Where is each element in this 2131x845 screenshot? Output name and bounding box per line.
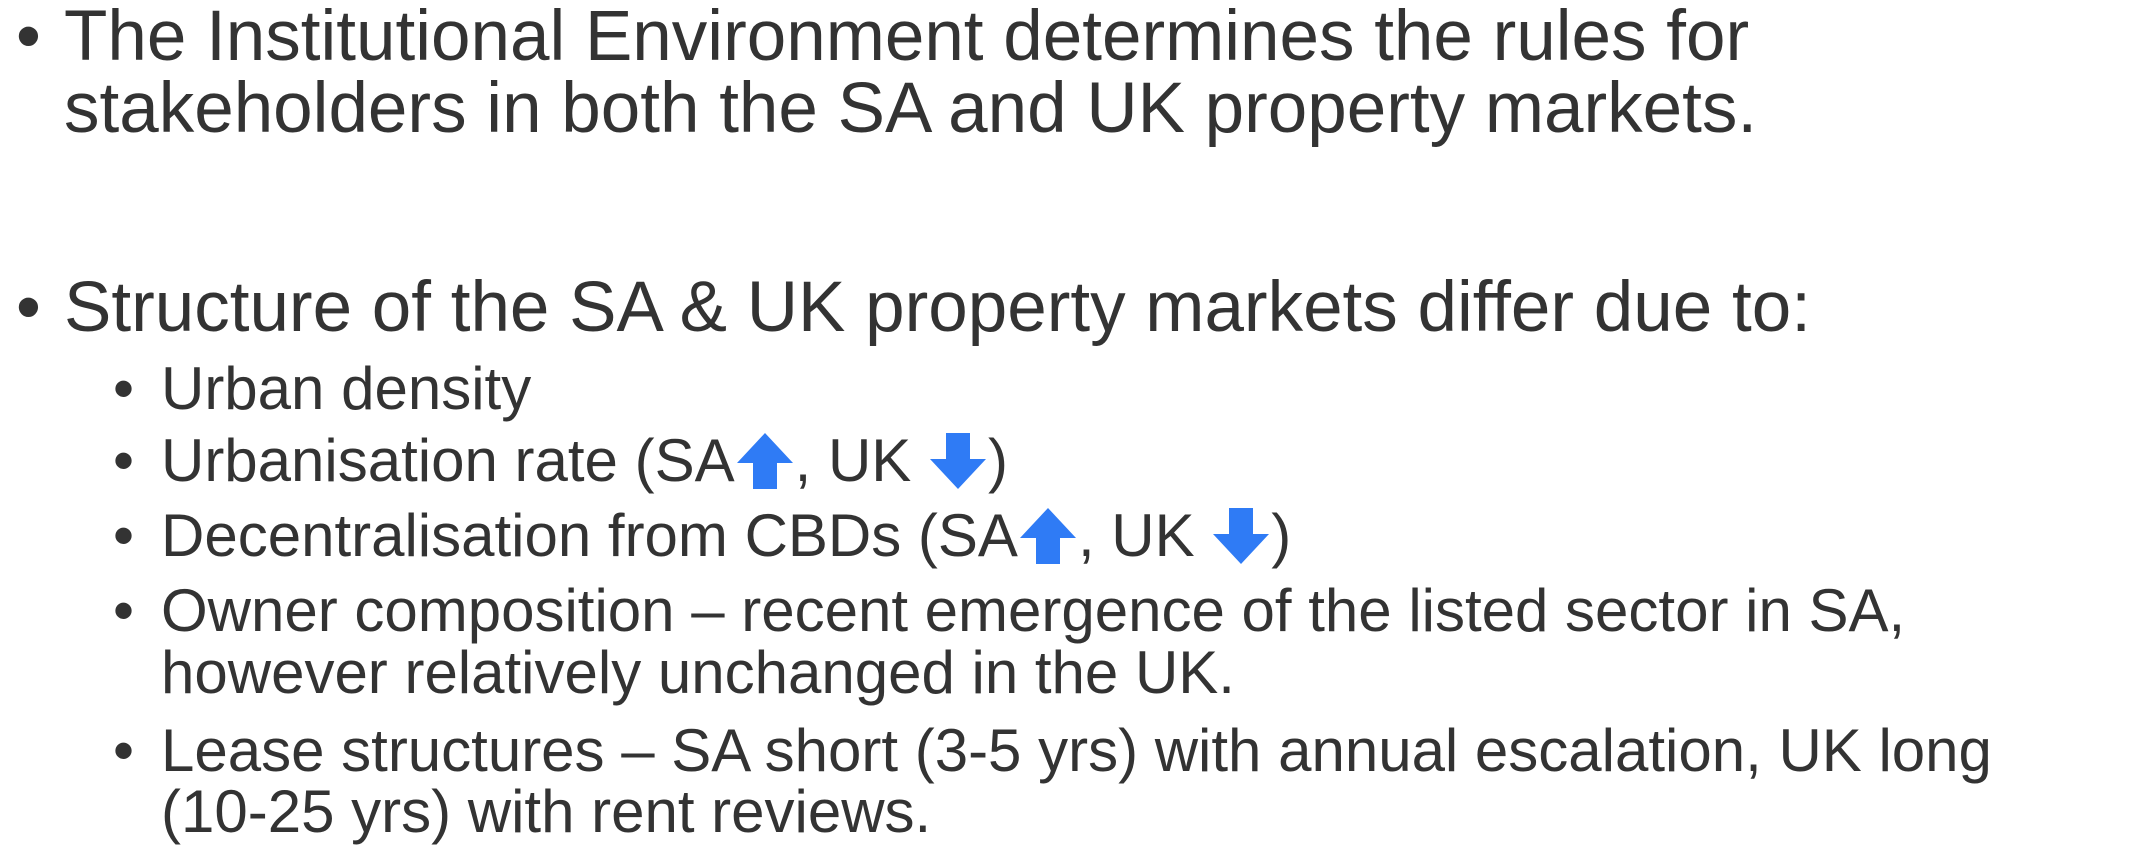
text-line: Structure of the SA & UK property market… (64, 268, 1811, 347)
text: , UK (1077, 502, 1212, 569)
sub-bullet: • (113, 355, 135, 422)
down-arrow (929, 433, 986, 489)
text: ) (987, 427, 1008, 494)
up-arrow (1019, 508, 1076, 564)
text-line: Decentralisation from CBDs (SA, UK ) (161, 506, 1291, 566)
text-line: Lease structures – SA short (3-5 yrs) wi… (161, 717, 1992, 784)
sub-bullet: • (113, 427, 135, 494)
down-arrow (1213, 508, 1270, 564)
text-line: Owner composition – recent emergence of … (161, 577, 1906, 644)
text-line: however relatively unchanged in the UK. (161, 639, 1235, 706)
text-line: stakeholders in both the SA and UK prope… (64, 69, 1758, 148)
bullet: • (16, 0, 41, 76)
text-line: The Institutional Environment determines… (64, 0, 1750, 76)
text: , UK (794, 427, 928, 494)
text-line: (10-25 yrs) with rent reviews. (161, 778, 932, 845)
sub-bullet: • (113, 502, 135, 569)
text: Decentralisation from CBDs (SA (161, 502, 1018, 569)
bullet: • (16, 268, 41, 347)
up-arrow (736, 433, 793, 489)
sub-bullet: • (113, 577, 135, 644)
text-line: Urbanisation rate (SA, UK ) (161, 431, 1008, 491)
text-line: Urban density (161, 355, 532, 422)
text: ) (1271, 502, 1292, 569)
text: Urbanisation rate (SA (161, 427, 735, 494)
sub-bullet: • (113, 717, 135, 784)
